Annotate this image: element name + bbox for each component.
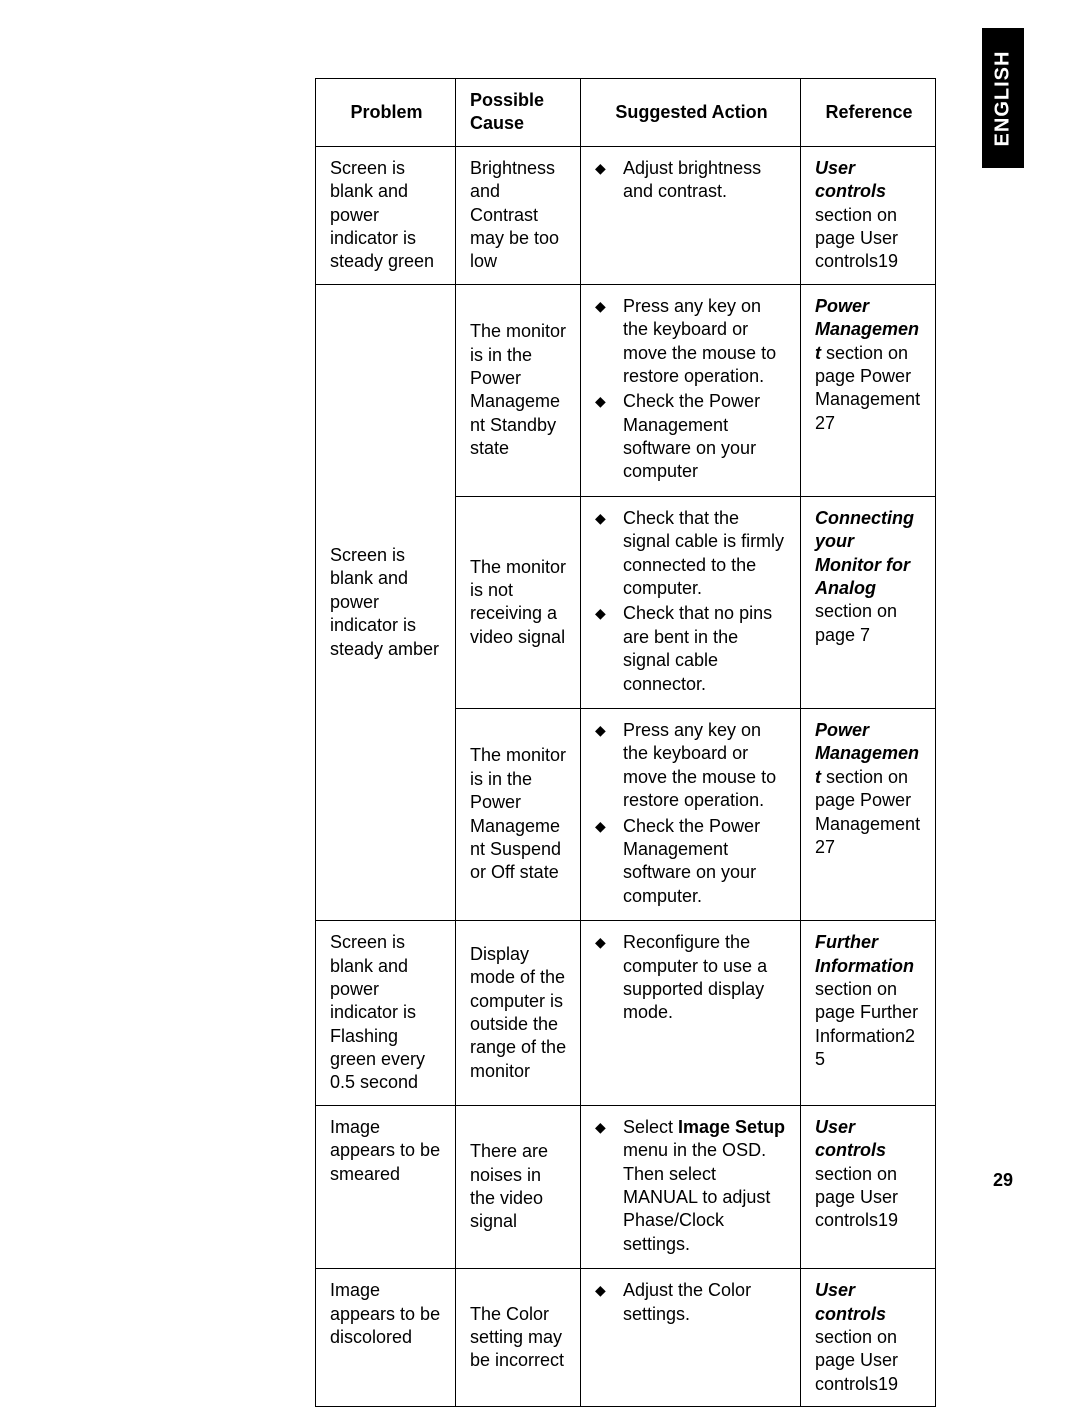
table-row: Screen is blank and power indicator is s… <box>316 284 936 496</box>
action-item: Reconfigure the computer to use a suppor… <box>595 931 788 1025</box>
reference-rest: section on page User controls19 <box>815 1327 898 1394</box>
page-number: 29 <box>993 1170 1013 1191</box>
action-item: Check that no pins are bent in the signa… <box>595 602 788 696</box>
col-header-reference: Reference <box>801 79 936 147</box>
cell-cause: Display mode of the computer is outside … <box>456 921 581 1106</box>
action-list: Press any key on the keyboard or move th… <box>595 295 788 484</box>
action-text: Select <box>623 1117 678 1137</box>
cell-reference: Further Information section on page Furt… <box>801 921 936 1106</box>
cell-problem: Screen is blank and power indicator is s… <box>316 284 456 920</box>
cell-reference: User controls section on page User contr… <box>801 146 936 284</box>
reference-rest: section on page Further Information25 <box>815 979 918 1069</box>
col-header-problem: Problem <box>316 79 456 147</box>
language-tab-label: ENGLISH <box>992 50 1015 146</box>
cell-reference: Connecting your Monitor for Analog secti… <box>801 496 936 708</box>
cell-action: Select Image Setup menu in the OSD. Then… <box>581 1105 801 1268</box>
table-row: Image appears to be smearedThere are noi… <box>316 1105 936 1268</box>
action-text: menu in the OSD. Then select MANUAL to a… <box>623 1140 770 1254</box>
document-page: ENGLISH Problem Possible Cause Suggested… <box>0 0 1080 1306</box>
cell-reference: Power Management section on page Power M… <box>801 708 936 920</box>
cell-action: Adjust brightness and contrast. <box>581 146 801 284</box>
cell-cause: Brightness and Contrast may be too low <box>456 146 581 284</box>
action-item: Check the Power Management software on y… <box>595 390 788 484</box>
reference-rest: section on page Power Management27 <box>815 343 920 433</box>
action-list: Adjust brightness and contrast. <box>595 157 788 204</box>
cell-action: Adjust the Color settings. <box>581 1269 801 1407</box>
cell-action: Press any key on the keyboard or move th… <box>581 284 801 496</box>
action-item: Select Image Setup menu in the OSD. Then… <box>595 1116 788 1256</box>
cell-action: Reconfigure the computer to use a suppor… <box>581 921 801 1106</box>
action-list: Reconfigure the computer to use a suppor… <box>595 931 788 1025</box>
cell-cause: The monitor is not receiving a video sig… <box>456 496 581 708</box>
action-text-bold: Image Setup <box>678 1117 785 1137</box>
cell-cause: The monitor is in the Power Management S… <box>456 708 581 920</box>
cell-action: Press any key on the keyboard or move th… <box>581 708 801 920</box>
table-row: Screen is blank and power indicator is s… <box>316 146 936 284</box>
reference-title: User controls <box>815 158 886 201</box>
cell-reference: Power Management section on page Power M… <box>801 284 936 496</box>
cell-problem: Image appears to be smeared <box>316 1105 456 1268</box>
cell-problem: Screen is blank and power indicator is s… <box>316 146 456 284</box>
cell-cause: The Color setting may be incorrect <box>456 1269 581 1407</box>
reference-rest: section on page User controls19 <box>815 205 898 272</box>
action-item: Adjust the Color settings. <box>595 1279 788 1326</box>
action-list: Press any key on the keyboard or move th… <box>595 719 788 908</box>
action-list: Check that the signal cable is firmly co… <box>595 507 788 696</box>
table-row: Image appears to be discoloredThe Color … <box>316 1269 936 1407</box>
reference-title: Connecting your Monitor for Analog <box>815 508 914 598</box>
action-item: Adjust brightness and contrast. <box>595 157 788 204</box>
action-item: Press any key on the keyboard or move th… <box>595 295 788 389</box>
reference-title: User controls <box>815 1117 886 1160</box>
cell-action: Check that the signal cable is firmly co… <box>581 496 801 708</box>
table-body: Screen is blank and power indicator is s… <box>316 146 936 1406</box>
reference-rest: section on page 7 <box>815 601 897 644</box>
cell-reference: User controls section on page User contr… <box>801 1105 936 1268</box>
col-header-cause: Possible Cause <box>456 79 581 147</box>
cell-reference: User controls section on page User contr… <box>801 1269 936 1407</box>
reference-rest: section on page User controls19 <box>815 1164 898 1231</box>
cell-cause: The monitor is in the Power Management S… <box>456 284 581 496</box>
table-header: Problem Possible Cause Suggested Action … <box>316 79 936 147</box>
cell-problem: Image appears to be discolored <box>316 1269 456 1407</box>
action-list: Adjust the Color settings. <box>595 1279 788 1326</box>
cell-cause: There are noises in the video signal <box>456 1105 581 1268</box>
reference-rest: section on page Power Management27 <box>815 767 920 857</box>
reference-title: Further Information <box>815 932 914 975</box>
cell-problem: Screen is blank and power indicator is F… <box>316 921 456 1106</box>
reference-title: User controls <box>815 1280 886 1323</box>
action-item: Check the Power Management software on y… <box>595 815 788 909</box>
action-item: Check that the signal cable is firmly co… <box>595 507 788 601</box>
table-row: Screen is blank and power indicator is F… <box>316 921 936 1106</box>
col-header-action: Suggested Action <box>581 79 801 147</box>
troubleshooting-table: Problem Possible Cause Suggested Action … <box>315 78 936 1407</box>
action-list: Select Image Setup menu in the OSD. Then… <box>595 1116 788 1256</box>
language-tab: ENGLISH <box>982 28 1024 168</box>
action-item: Press any key on the keyboard or move th… <box>595 719 788 813</box>
